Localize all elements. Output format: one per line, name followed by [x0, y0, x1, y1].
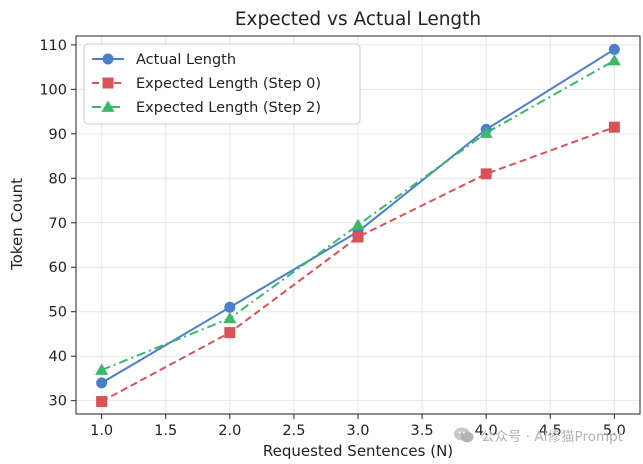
- legend-item: Actual Length: [92, 52, 236, 68]
- data-point: [608, 43, 620, 55]
- x-axis-label: Requested Sentences (N): [263, 442, 453, 460]
- y-tick-label: 60: [49, 260, 67, 276]
- legend-marker: [102, 77, 114, 89]
- legend-marker: [101, 100, 115, 112]
- y-tick-label: 70: [49, 216, 67, 232]
- legend-label: Actual Length: [136, 52, 236, 68]
- data-point: [96, 396, 108, 408]
- x-tick-label: 5.0: [603, 423, 626, 439]
- x-tick-label: 1.0: [90, 423, 113, 439]
- data-point: [224, 301, 236, 313]
- x-tick-label: 4.0: [475, 423, 498, 439]
- data-point: [479, 126, 493, 138]
- legend-label: Expected Length (Step 2): [136, 100, 321, 116]
- watermark-text: 公众号 · AI修猫Prompt: [480, 429, 623, 445]
- data-point: [352, 231, 364, 243]
- x-tick-label: 2.0: [218, 423, 241, 439]
- watermark: 公众号 · AI修猫Prompt: [453, 424, 623, 446]
- axis-ticks: 1.0 1.5 2.0 2.5 3.0 3.5 4.0 4.5 5.0 30 40 50 60 70 80 9…: [39, 38, 626, 439]
- legend-item: Expected Length (Step 2): [92, 100, 321, 116]
- chart-title: Expected vs Actual Length: [235, 9, 481, 30]
- series-2: [95, 53, 621, 375]
- y-tick-label: 100: [39, 82, 67, 98]
- data-point: [96, 377, 108, 389]
- data-point: [95, 363, 109, 375]
- x-tick-label: 3.5: [411, 423, 434, 439]
- data-point: [607, 53, 621, 66]
- data-point: [608, 121, 620, 133]
- data-point: [351, 218, 365, 230]
- series-layer: [95, 43, 621, 408]
- legend-label: Expected Length (Step 0): [136, 76, 321, 92]
- y-tick-label: 90: [49, 127, 67, 143]
- series-1: [96, 121, 620, 408]
- x-tick-label: 3.0: [346, 423, 369, 439]
- x-tick-label: 2.5: [282, 423, 305, 439]
- data-point: [224, 327, 236, 339]
- y-tick-label: 110: [39, 38, 67, 54]
- legend-item: Expected Length (Step 0): [92, 76, 321, 92]
- x-tick-label: 4.5: [539, 423, 562, 439]
- wechat-icon: [453, 427, 474, 443]
- y-tick-label: 40: [49, 349, 67, 365]
- y-tick-label: 50: [49, 305, 67, 321]
- y-tick-label: 30: [49, 394, 67, 410]
- legend-marker: [102, 53, 114, 65]
- data-point: [480, 168, 492, 180]
- y-axis-label: Token Count: [8, 178, 26, 271]
- legend: Actual Length Expected Length (Step 0) Exp…: [83, 43, 361, 125]
- legend-box: [83, 43, 361, 125]
- x-tick-label: 1.5: [154, 423, 177, 439]
- y-tick-label: 80: [49, 171, 67, 187]
- data-point: [223, 311, 237, 324]
